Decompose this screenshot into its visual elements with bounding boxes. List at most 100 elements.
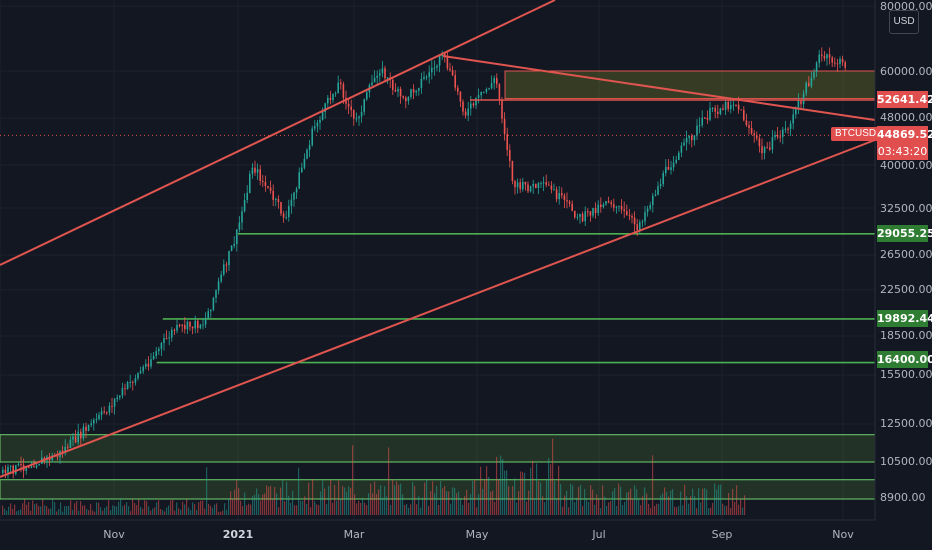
volume-bar: [148, 506, 150, 515]
volume-bar: [726, 505, 728, 515]
volume-bar: [140, 506, 142, 515]
volume-bar: [336, 500, 338, 515]
y-tick-label: 18500.00: [880, 329, 932, 342]
candle-body: [288, 205, 290, 218]
volume-layer: [2, 438, 746, 515]
volume-bar: [450, 503, 452, 515]
resistance-price-label: 52641.42: [877, 91, 932, 108]
candle-body: [178, 324, 181, 326]
volume-bar: [624, 501, 626, 515]
volume-bar: [362, 498, 364, 515]
candle-body: [735, 104, 737, 106]
x-tick-label: Sep: [711, 528, 733, 541]
candle-body: [633, 217, 636, 225]
candle-body: [745, 120, 748, 126]
volume-bar: [62, 511, 64, 515]
volume-bar: [694, 496, 696, 515]
candle-body: [605, 201, 607, 205]
candle-body: [542, 182, 545, 184]
candle-body: [282, 213, 285, 218]
volume-bar: [628, 491, 630, 515]
candle-body: [516, 182, 519, 188]
candle-body: [402, 96, 404, 98]
volume-bar: [380, 485, 382, 515]
volume-bar: [374, 481, 376, 515]
candle-body: [171, 329, 173, 338]
candle-body: [220, 274, 222, 282]
y-tick-label: 60000.00: [880, 65, 932, 78]
candle-body: [763, 147, 766, 154]
volume-bar: [142, 508, 144, 515]
volume-bar: [458, 491, 460, 515]
volume-bar: [438, 504, 440, 515]
candle-body: [228, 250, 230, 266]
candle-body: [805, 82, 807, 94]
candle-body: [558, 193, 560, 200]
candle-body: [189, 321, 191, 327]
candle-body: [574, 210, 576, 218]
candle-body: [4, 469, 7, 473]
candle-body: [774, 134, 776, 138]
volume-bar: [220, 511, 222, 515]
volume-bar: [652, 455, 654, 515]
candle-body: [15, 465, 17, 474]
y-tick-label: 15500.00: [880, 368, 932, 381]
volume-bar: [546, 480, 548, 515]
candle-body: [243, 199, 246, 212]
volume-bar: [268, 486, 270, 515]
volume-bar: [452, 487, 454, 515]
candle-body: [691, 135, 693, 141]
volume-bar: [582, 505, 584, 515]
volume-bar: [342, 485, 344, 515]
candle-body: [761, 146, 763, 154]
volume-bar: [288, 495, 290, 515]
candle-body: [186, 321, 189, 330]
volume-bar: [744, 495, 746, 515]
candle-body: [540, 183, 542, 185]
candle-body: [743, 109, 745, 121]
bar-countdown-label: 03:43:20: [877, 143, 928, 160]
candle-body: [626, 211, 628, 216]
volume-bar: [436, 485, 438, 515]
symbol-tag: BTCUSD: [831, 127, 881, 141]
volume-bar: [670, 490, 672, 515]
candle-body: [319, 119, 321, 123]
volume-bar: [542, 496, 544, 515]
volume-bar: [12, 508, 14, 515]
volume-bar: [600, 508, 602, 515]
volume-bar: [404, 505, 406, 515]
candle-body: [98, 414, 100, 420]
volume-bar: [308, 482, 310, 515]
currency-selector[interactable]: USD: [889, 10, 919, 34]
candle-body: [519, 182, 521, 190]
volume-bar: [442, 488, 444, 515]
candle-body: [139, 371, 142, 374]
volume-bar: [702, 488, 704, 515]
candle-body: [639, 222, 641, 230]
volume-bar: [114, 505, 116, 515]
volume-bar: [192, 502, 194, 515]
candle-body: [173, 329, 176, 331]
volume-bar: [674, 506, 676, 515]
volume-bar: [432, 481, 434, 515]
candle-body: [386, 77, 389, 79]
candle-body: [462, 101, 464, 112]
volume-bar: [170, 500, 172, 515]
support-price-label: 29055.25: [877, 225, 932, 242]
volume-bar: [52, 499, 54, 515]
volume-bar: [640, 505, 642, 515]
candle-body: [701, 117, 703, 126]
volume-bar: [348, 486, 350, 515]
candle-body: [483, 91, 485, 93]
candle-body: [511, 160, 514, 182]
volume-bar: [40, 506, 42, 515]
candle-body: [145, 363, 147, 367]
volume-bar: [124, 504, 126, 515]
volume-bar: [590, 485, 592, 515]
candle-body: [425, 76, 428, 78]
volume-bar: [102, 510, 104, 515]
candle-body: [311, 128, 313, 146]
candle-body: [581, 213, 584, 222]
candle-body: [719, 108, 722, 114]
